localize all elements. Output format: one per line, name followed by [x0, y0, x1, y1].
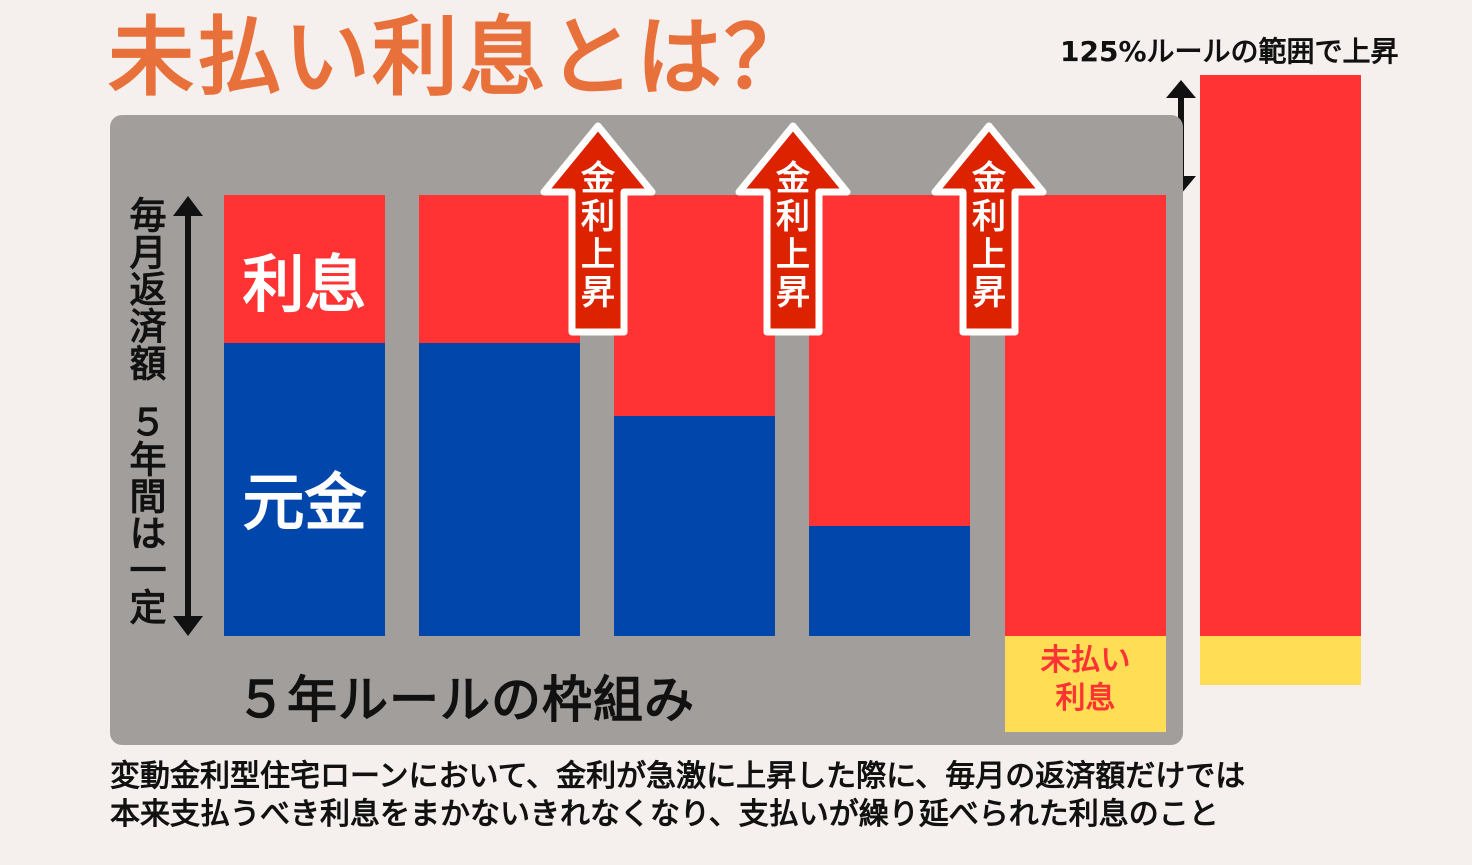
bar-6-interest	[1200, 75, 1361, 636]
bar-4-interest	[809, 195, 970, 526]
rate-rise-label-2: 金利上昇	[733, 160, 853, 312]
bar-5-interest	[1005, 195, 1166, 636]
range-label: 125%ルールの範囲で上昇	[1060, 35, 1399, 68]
rate-rise-label-3: 金利上昇	[929, 160, 1049, 312]
bar-3-principal	[614, 416, 775, 636]
principal-label: 元金	[242, 466, 367, 539]
bar-4-principal	[809, 526, 970, 636]
payment-double-arrow-icon	[173, 196, 203, 636]
unpaid-interest-label: 未払い 利息	[1005, 642, 1166, 718]
up-arrow-icon	[931, 122, 1047, 336]
unpaid-label-line-2: 利息	[1055, 681, 1116, 716]
rate-rise-label-1: 金利上昇	[538, 160, 658, 312]
unpaid-label-line-1: 未払い	[1040, 643, 1131, 678]
up-arrow-icon	[735, 122, 851, 336]
bar-2-principal	[419, 343, 580, 636]
description: 変動金利型住宅ローンにおいて、金利が急激に上昇した際に、毎月の返済額だけでは 本…	[110, 758, 1410, 834]
bar-1-interest	[224, 195, 385, 343]
payment-axis-label: 毎月返済額 ５年間は一定	[121, 196, 166, 625]
rule-label: ５年ルールの枠組み	[236, 671, 695, 729]
bar-1-principal	[224, 343, 385, 636]
bar-6-unpaid-interest	[1200, 636, 1361, 685]
up-arrow-icon	[540, 122, 656, 336]
axis-label-top: 毎月返済額	[123, 196, 166, 381]
rate-rise-text: 金利上昇	[581, 159, 615, 313]
rate-rise-text: 金利上昇	[776, 159, 810, 313]
page-title: 未払い利息とは？	[108, 8, 812, 108]
bar-3-interest	[614, 195, 775, 416]
description-line-2: 本来支払うべき利息をまかないきれなくなり、支払いが繰り延べられた利息のこと	[110, 797, 1219, 832]
rate-rise-text: 金利上昇	[972, 159, 1006, 313]
axis-label-bottom: ５年間は一定	[123, 403, 166, 625]
bar-5-unpaid-interest	[1005, 636, 1166, 732]
description-line-1: 変動金利型住宅ローンにおいて、金利が急激に上昇した際に、毎月の返済額だけでは	[110, 759, 1246, 794]
interest-label: 利息	[242, 248, 367, 321]
bar-2-interest	[419, 195, 580, 343]
